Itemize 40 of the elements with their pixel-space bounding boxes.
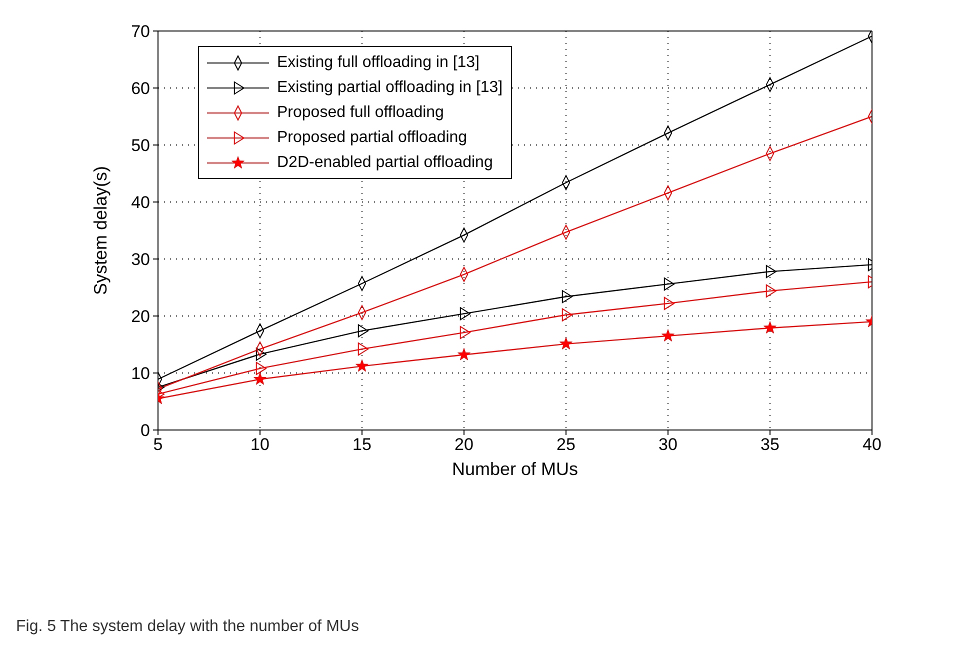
point [256,348,266,361]
point [664,278,674,291]
point [458,348,470,360]
point [358,324,368,338]
x-tick-label: 20 [454,435,474,454]
point [256,362,266,375]
y-tick-label: 20 [131,307,150,326]
legend-label: Proposed full offloading [277,104,444,122]
point [460,307,470,320]
point [460,326,470,340]
point [664,296,674,310]
x-tick-label: 25 [556,435,576,454]
point [356,359,368,372]
point [560,337,572,350]
point [562,308,572,322]
x-tick-label: 40 [862,435,882,454]
y-tick-label: 70 [131,22,150,42]
y-tick-label: 60 [131,79,150,98]
x-tick-label: 35 [760,435,780,454]
x-axis-title: Number of MUs [452,459,578,479]
point [358,342,368,356]
y-tick-label: 30 [131,250,150,270]
y-tick-label: 40 [131,193,150,212]
legend-label: Existing partial offloading in [13] [277,78,503,96]
x-tick-label: 15 [352,435,372,454]
point [764,321,776,334]
point [662,329,674,342]
y-tick-label: 0 [140,421,150,440]
x-tick-label: 30 [658,435,678,454]
caption: Fig. 5 The system delay with the number of MUs [16,618,360,636]
x-tick-label: 10 [250,435,270,454]
x-tick-label: 5 [153,435,163,454]
legend-label: D2D-enabled partial offloading [277,154,493,172]
point [254,372,266,385]
y-tick-label: 50 [131,136,150,156]
point [562,290,572,304]
y-axis-title: System delay(s) [90,166,110,296]
y-tick-label: 10 [131,364,150,384]
legend-label: Existing full offloading in [13] [277,54,480,72]
legend-label: Proposed partial offloading [277,128,468,146]
